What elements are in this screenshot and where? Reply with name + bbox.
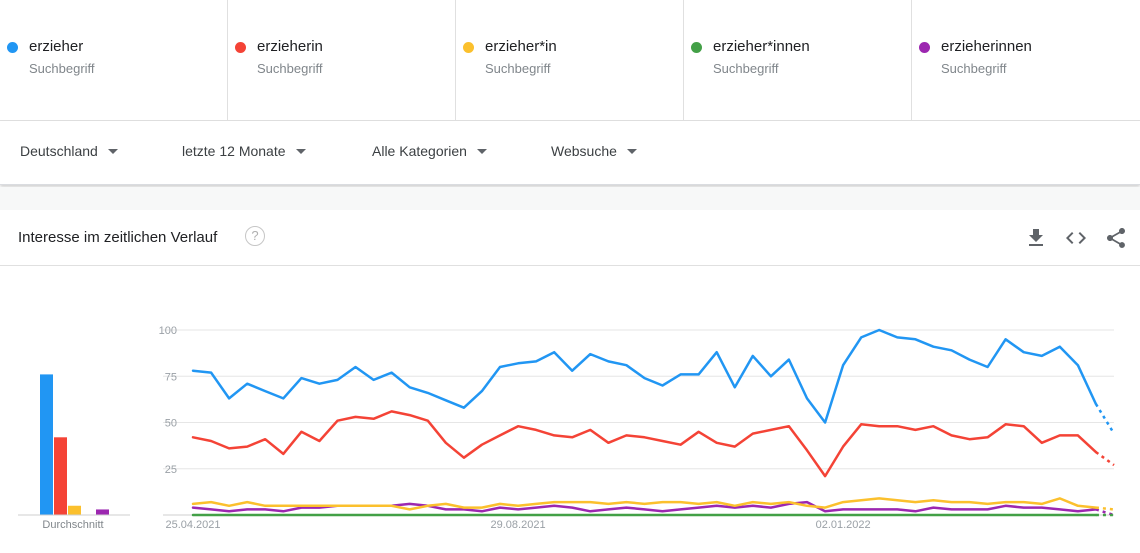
caret-down-icon <box>626 148 637 154</box>
download-icon[interactable] <box>1024 226 1048 250</box>
search-type-dropdown[interactable]: Websuche <box>551 143 637 159</box>
category-dropdown[interactable]: Alle Kategorien <box>372 143 487 159</box>
caret-down-icon <box>476 148 487 154</box>
term-name: erzieher*in <box>485 38 557 55</box>
term-type: Suchbegriff <box>29 61 95 76</box>
category-label: Alle Kategorien <box>372 143 467 159</box>
search-terms-bar: erzieher Suchbegriff erzieherin Suchbegr… <box>0 0 1140 121</box>
series-partial-segment-erzieherin <box>1095 451 1115 467</box>
series-color-dot <box>7 42 18 53</box>
y-tick-label: 75 <box>165 371 177 383</box>
series-color-dot <box>691 42 702 53</box>
interest-over-time-card: Interesse im zeitlichen Verlauf ? Durchs… <box>0 210 1140 553</box>
search-type-label: Websuche <box>551 143 617 159</box>
section-gap <box>0 187 1140 210</box>
y-tick-label: 100 <box>159 325 177 337</box>
period-dropdown[interactable]: letzte 12 Monate <box>182 143 306 159</box>
period-label: letzte 12 Monate <box>182 143 286 159</box>
caret-down-icon <box>295 148 306 154</box>
region-label: Deutschland <box>20 143 98 159</box>
x-tick-label: 25.04.2021 <box>165 519 220 531</box>
term-card-erzieherin[interactable]: erzieherin Suchbegriff <box>228 0 456 121</box>
series-color-dot <box>919 42 930 53</box>
series-partial-segment-erzieher <box>1094 403 1116 435</box>
term-type: Suchbegriff <box>941 61 1007 76</box>
average-bar-erzieher-in <box>68 505 81 515</box>
region-dropdown[interactable]: Deutschland <box>20 143 118 159</box>
card-title: Interesse im zeitlichen Verlauf <box>18 229 218 246</box>
term-card-erzieher-innen[interactable]: erzieher*innen Suchbegriff <box>684 0 912 121</box>
filter-bar: Deutschland letzte 12 Monate Alle Katego… <box>0 121 1140 185</box>
term-card-erzieherinnen[interactable]: erzieherinnen Suchbegriff <box>912 0 1140 121</box>
interest-chart[interactable]: Durchschnitt 25 50 75 100 25.04.2021 29.08.2… <box>0 210 1140 553</box>
average-bar-erzieher <box>40 374 53 515</box>
term-name: erzieherinnen <box>941 38 1032 55</box>
average-bar-erzieherinnen <box>96 509 109 515</box>
embed-icon[interactable] <box>1064 226 1088 250</box>
average-label: Durchschnitt <box>42 519 103 531</box>
term-type: Suchbegriff <box>713 61 779 76</box>
share-icon[interactable] <box>1104 226 1128 250</box>
x-tick-label: 29.08.2021 <box>491 519 546 531</box>
term-type: Suchbegriff <box>485 61 551 76</box>
term-card-erzieher-in[interactable]: erzieher*in Suchbegriff <box>456 0 684 121</box>
average-bar-erzieherin <box>54 437 67 515</box>
term-name: erzieher*innen <box>713 38 810 55</box>
caret-down-icon <box>107 148 118 154</box>
card-header: Interesse im zeitlichen Verlauf ? <box>0 210 1140 266</box>
series-line-erzieherin <box>191 410 1098 478</box>
series-line-erzieher-in <box>191 497 1098 511</box>
x-tick-label: 02.01.2022 <box>816 519 871 531</box>
series-color-dot <box>463 42 474 53</box>
series-line-erzieher <box>191 328 1098 424</box>
term-type: Suchbegriff <box>257 61 323 76</box>
term-name: erzieher <box>29 38 84 55</box>
term-card-erzieher[interactable]: erzieher Suchbegriff <box>0 0 228 121</box>
y-tick-label: 25 <box>165 464 177 476</box>
series-partial-segment-erzieher-in <box>1095 506 1115 511</box>
y-tick-label: 50 <box>165 418 177 430</box>
series-color-dot <box>235 42 246 53</box>
term-name: erzieherin <box>257 38 323 55</box>
help-icon[interactable]: ? <box>245 226 265 246</box>
